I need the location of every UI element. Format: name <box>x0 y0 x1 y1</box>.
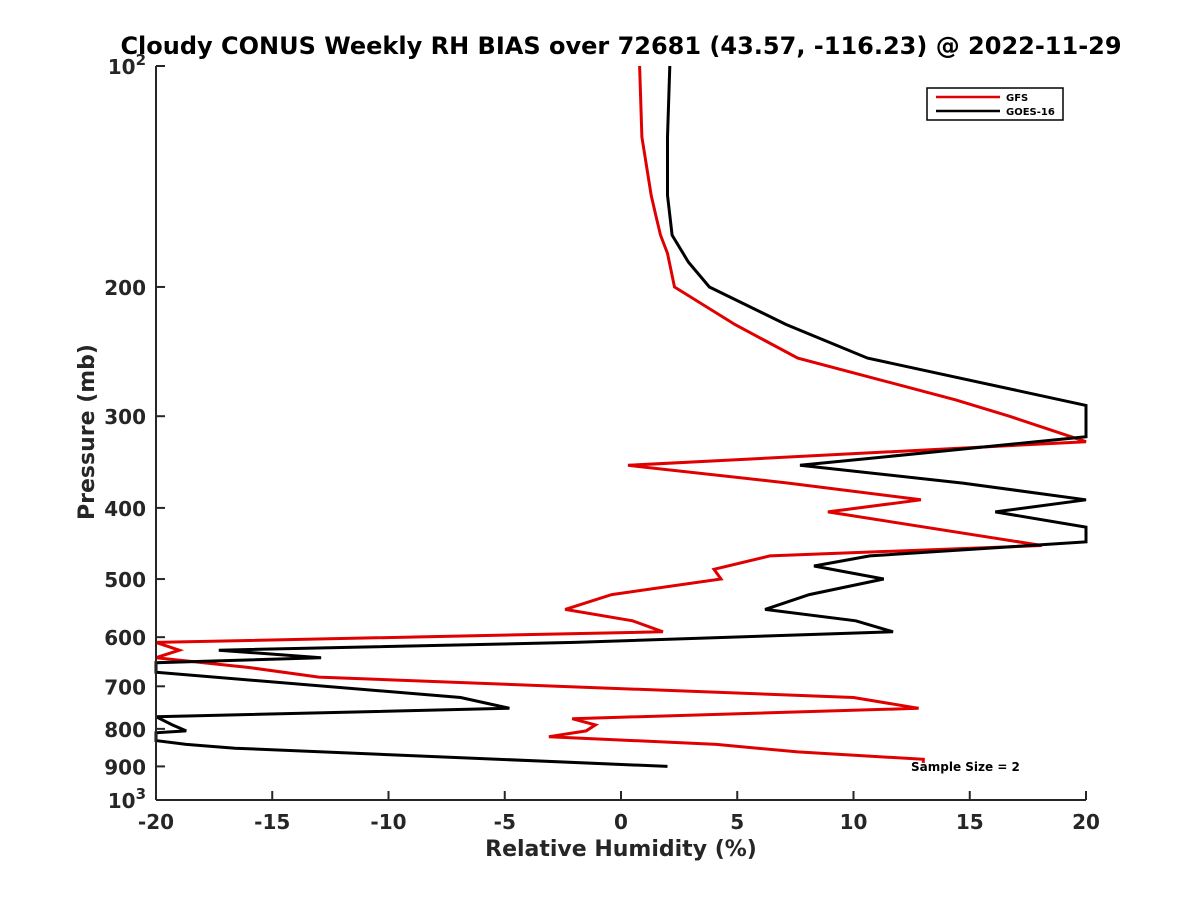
x-tick-label: 5 <box>730 810 744 834</box>
x-tick-label: 15 <box>956 810 984 834</box>
series-line-goes-16 <box>154 65 1088 768</box>
series-line-gfs <box>155 65 1087 763</box>
x-tick-label: -5 <box>494 810 516 834</box>
axes: -20 -15 -10 -5 0 5 10 15 20 102 200 300 400 500 600 700… <box>104 51 1100 834</box>
legend-label-goes-16: GOES-16 <box>1006 107 1055 118</box>
x-tick-label: 0 <box>614 810 628 834</box>
sample-size-annotation: Sample Size = 2 <box>911 760 1020 774</box>
y-tick-label: 400 <box>104 497 146 521</box>
x-axis-label: Relative Humidity (%) <box>485 837 757 862</box>
y-tick-label: 800 <box>104 718 146 742</box>
series-layer <box>154 65 1088 768</box>
y-tick-label: 900 <box>104 755 146 779</box>
y-tick-label: 103 <box>108 785 146 813</box>
chart-title: Cloudy CONUS Weekly RH BIAS over 72681 (… <box>120 32 1121 60</box>
legend-box <box>926 87 1064 121</box>
y-tick-label: 700 <box>104 675 146 699</box>
legend: GFS GOES-16 <box>926 87 1064 121</box>
y-tick-label: 102 <box>108 51 146 79</box>
x-tick-label: 10 <box>840 810 868 834</box>
y-tick-label: 600 <box>104 626 146 650</box>
x-tick-label: -15 <box>254 810 290 834</box>
y-tick-label: 500 <box>104 568 146 592</box>
y-tick-label: 200 <box>104 276 146 300</box>
y-axis-label: Pressure (mb) <box>75 344 100 520</box>
y-tick-label: 300 <box>104 405 146 429</box>
legend-label-gfs: GFS <box>1006 93 1028 104</box>
x-tick-label: -10 <box>370 810 406 834</box>
x-tick-label: -20 <box>138 810 174 834</box>
x-tick-label: 20 <box>1072 810 1100 834</box>
